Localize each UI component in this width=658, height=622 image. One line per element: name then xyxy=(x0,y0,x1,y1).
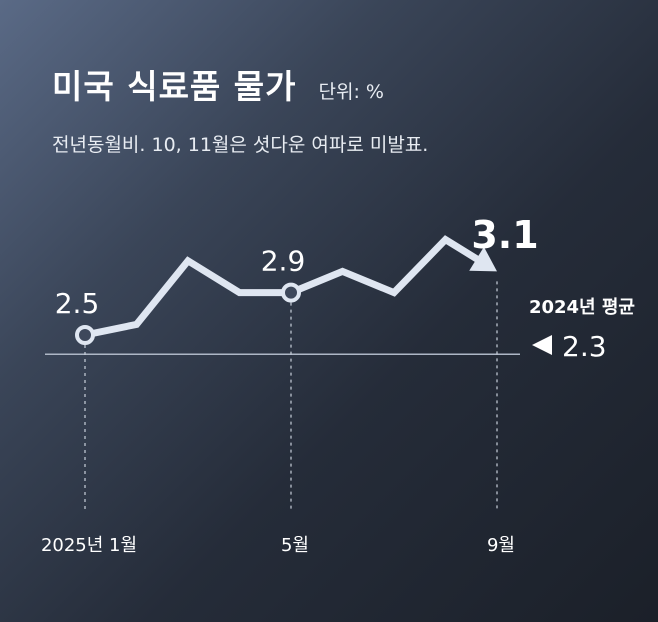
title-row: 미국 식료품 물가 단위: % xyxy=(52,60,384,108)
point-marker xyxy=(75,325,95,345)
reference-value: 2.3 xyxy=(562,330,607,363)
arrow-head xyxy=(469,246,497,272)
x-tick-label: 9월 xyxy=(487,535,515,556)
unit-label: 단위: % xyxy=(318,81,384,103)
reference-pointer-icon xyxy=(532,335,552,355)
point-markers xyxy=(75,282,301,345)
x-tick-label: 5월 xyxy=(281,535,309,556)
data-label: 2.9 xyxy=(261,245,306,278)
data-label: 2.5 xyxy=(55,287,100,320)
chart-note: 전년동월비. 10, 11월은 셧다운 여파로 미발표. xyxy=(52,134,429,156)
point-marker xyxy=(281,282,301,303)
x-tick-labels: 2025년 1월 5월 9월 xyxy=(41,535,515,556)
data-label: 3.1 xyxy=(471,213,538,257)
x-tick-label: 2025년 1월 xyxy=(41,535,137,556)
chart-title: 미국 식료품 물가 xyxy=(52,67,297,106)
reference-label: 2024년 평균 xyxy=(529,297,635,318)
point-labels: 2.5 2.9 3.1 xyxy=(55,213,539,320)
